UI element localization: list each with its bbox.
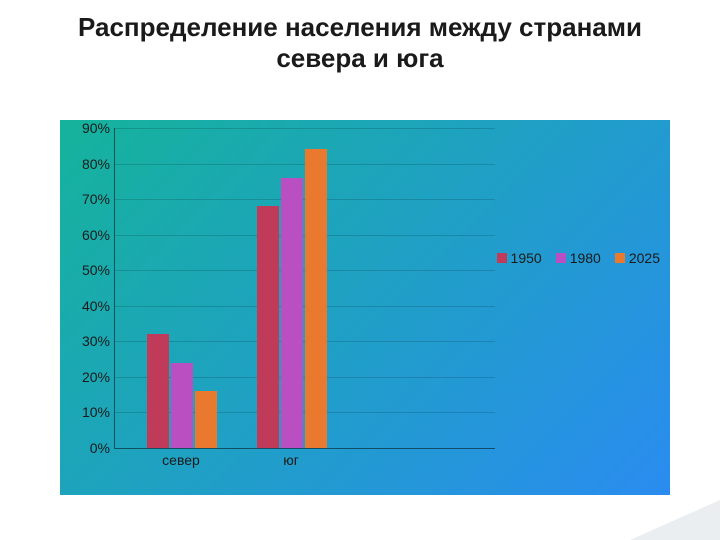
legend-label: 1950 — [511, 250, 542, 266]
bar — [281, 178, 303, 448]
bar — [257, 206, 279, 448]
legend-item: 1950 — [497, 250, 542, 266]
y-tick-label: 60% — [60, 227, 110, 243]
chart: 0% 10% 20% 30% 40% 50% 60% 70% 80% 90% север юг 19… — [60, 120, 670, 495]
x-category-label: юг — [256, 452, 326, 468]
bar — [171, 363, 193, 448]
legend-item: 1980 — [556, 250, 601, 266]
y-tick-label: 50% — [60, 262, 110, 278]
bar — [305, 149, 327, 448]
y-tick-label: 30% — [60, 333, 110, 349]
y-tick-label: 0% — [60, 440, 110, 456]
slide: Распределение населения между странами с… — [0, 0, 720, 540]
legend-swatch — [615, 253, 625, 263]
legend-swatch — [497, 253, 507, 263]
legend-item: 2025 — [615, 250, 660, 266]
x-category-label: север — [146, 452, 216, 468]
bar — [147, 334, 169, 448]
y-tick-label: 40% — [60, 298, 110, 314]
y-tick-label: 10% — [60, 404, 110, 420]
legend-label: 1980 — [570, 250, 601, 266]
plot-area — [114, 128, 495, 449]
bar — [195, 391, 217, 448]
y-tick-label: 70% — [60, 191, 110, 207]
legend: 1950 1980 2025 — [497, 250, 660, 266]
y-tick-label: 80% — [60, 156, 110, 172]
legend-swatch — [556, 253, 566, 263]
legend-label: 2025 — [629, 250, 660, 266]
y-tick-label: 90% — [60, 120, 110, 136]
gridline — [115, 128, 495, 129]
y-tick-label: 20% — [60, 369, 110, 385]
corner-decoration — [630, 500, 720, 540]
slide-title: Распределение населения между странами с… — [0, 0, 720, 74]
